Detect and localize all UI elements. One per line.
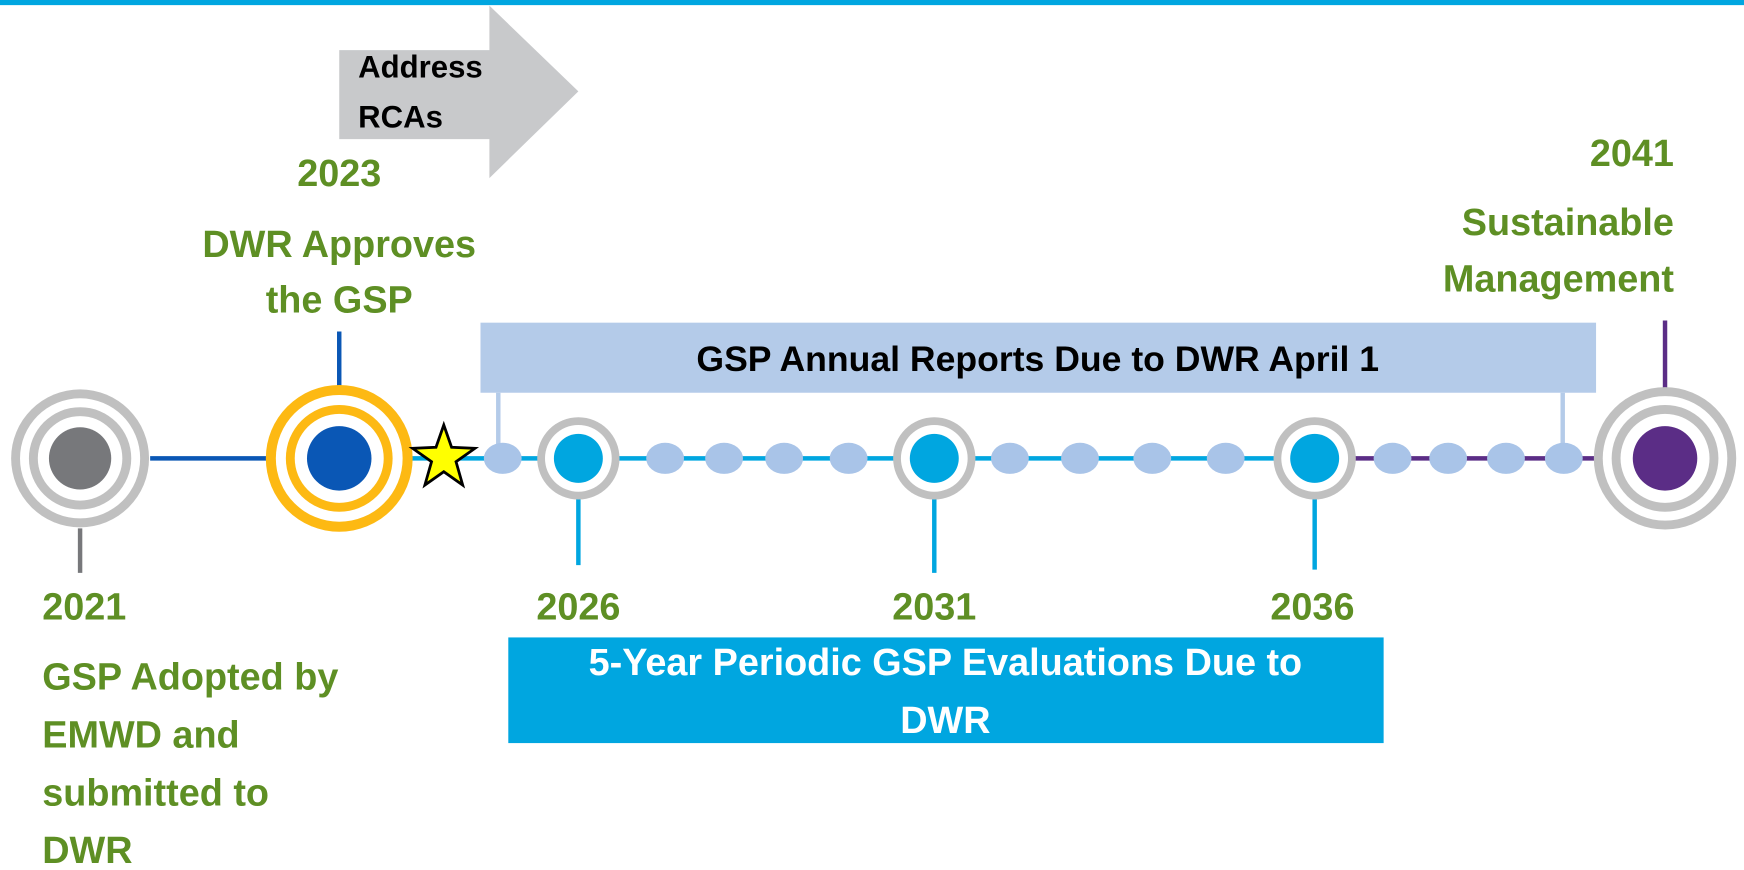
arrow-text: Address xyxy=(358,49,483,84)
milestone-text: Management xyxy=(1443,258,1674,300)
year: 2026 xyxy=(536,587,620,629)
arrow-text: RCAs xyxy=(358,99,443,134)
milestone-text: the GSP xyxy=(266,280,413,322)
milestone-text: DWR Approves xyxy=(202,224,476,266)
rca-arrow xyxy=(339,5,579,179)
milestone-text: Sustainable xyxy=(1462,202,1674,244)
evaluation-text: DWR xyxy=(900,700,990,742)
evaluation-node xyxy=(537,417,620,500)
milestone-node xyxy=(1593,387,1737,530)
milestone-text: EMWD and xyxy=(42,715,239,757)
year: 2023 xyxy=(297,153,381,195)
evaluation-box xyxy=(508,637,1384,744)
milestone-node xyxy=(265,384,413,532)
year: 2036 xyxy=(1270,587,1354,629)
star xyxy=(408,420,480,489)
milestone-text: submitted to xyxy=(42,772,269,814)
year: 2041 xyxy=(1590,133,1674,175)
milestone-text: DWR xyxy=(42,830,132,870)
year: 2021 xyxy=(42,587,126,629)
annual-text: GSP Annual Reports Due to DWR April 1 xyxy=(696,339,1379,379)
milestone-text: GSP Adopted by xyxy=(42,657,338,699)
evaluation-text: 5-Year Periodic GSP Evaluations Due to xyxy=(589,642,1302,684)
evaluation-node xyxy=(1273,417,1356,500)
annual-box xyxy=(480,322,1597,393)
milestone-node xyxy=(11,389,150,528)
year: 2031 xyxy=(892,587,976,629)
evaluation-node xyxy=(893,417,976,500)
annual-dots xyxy=(483,442,1583,474)
